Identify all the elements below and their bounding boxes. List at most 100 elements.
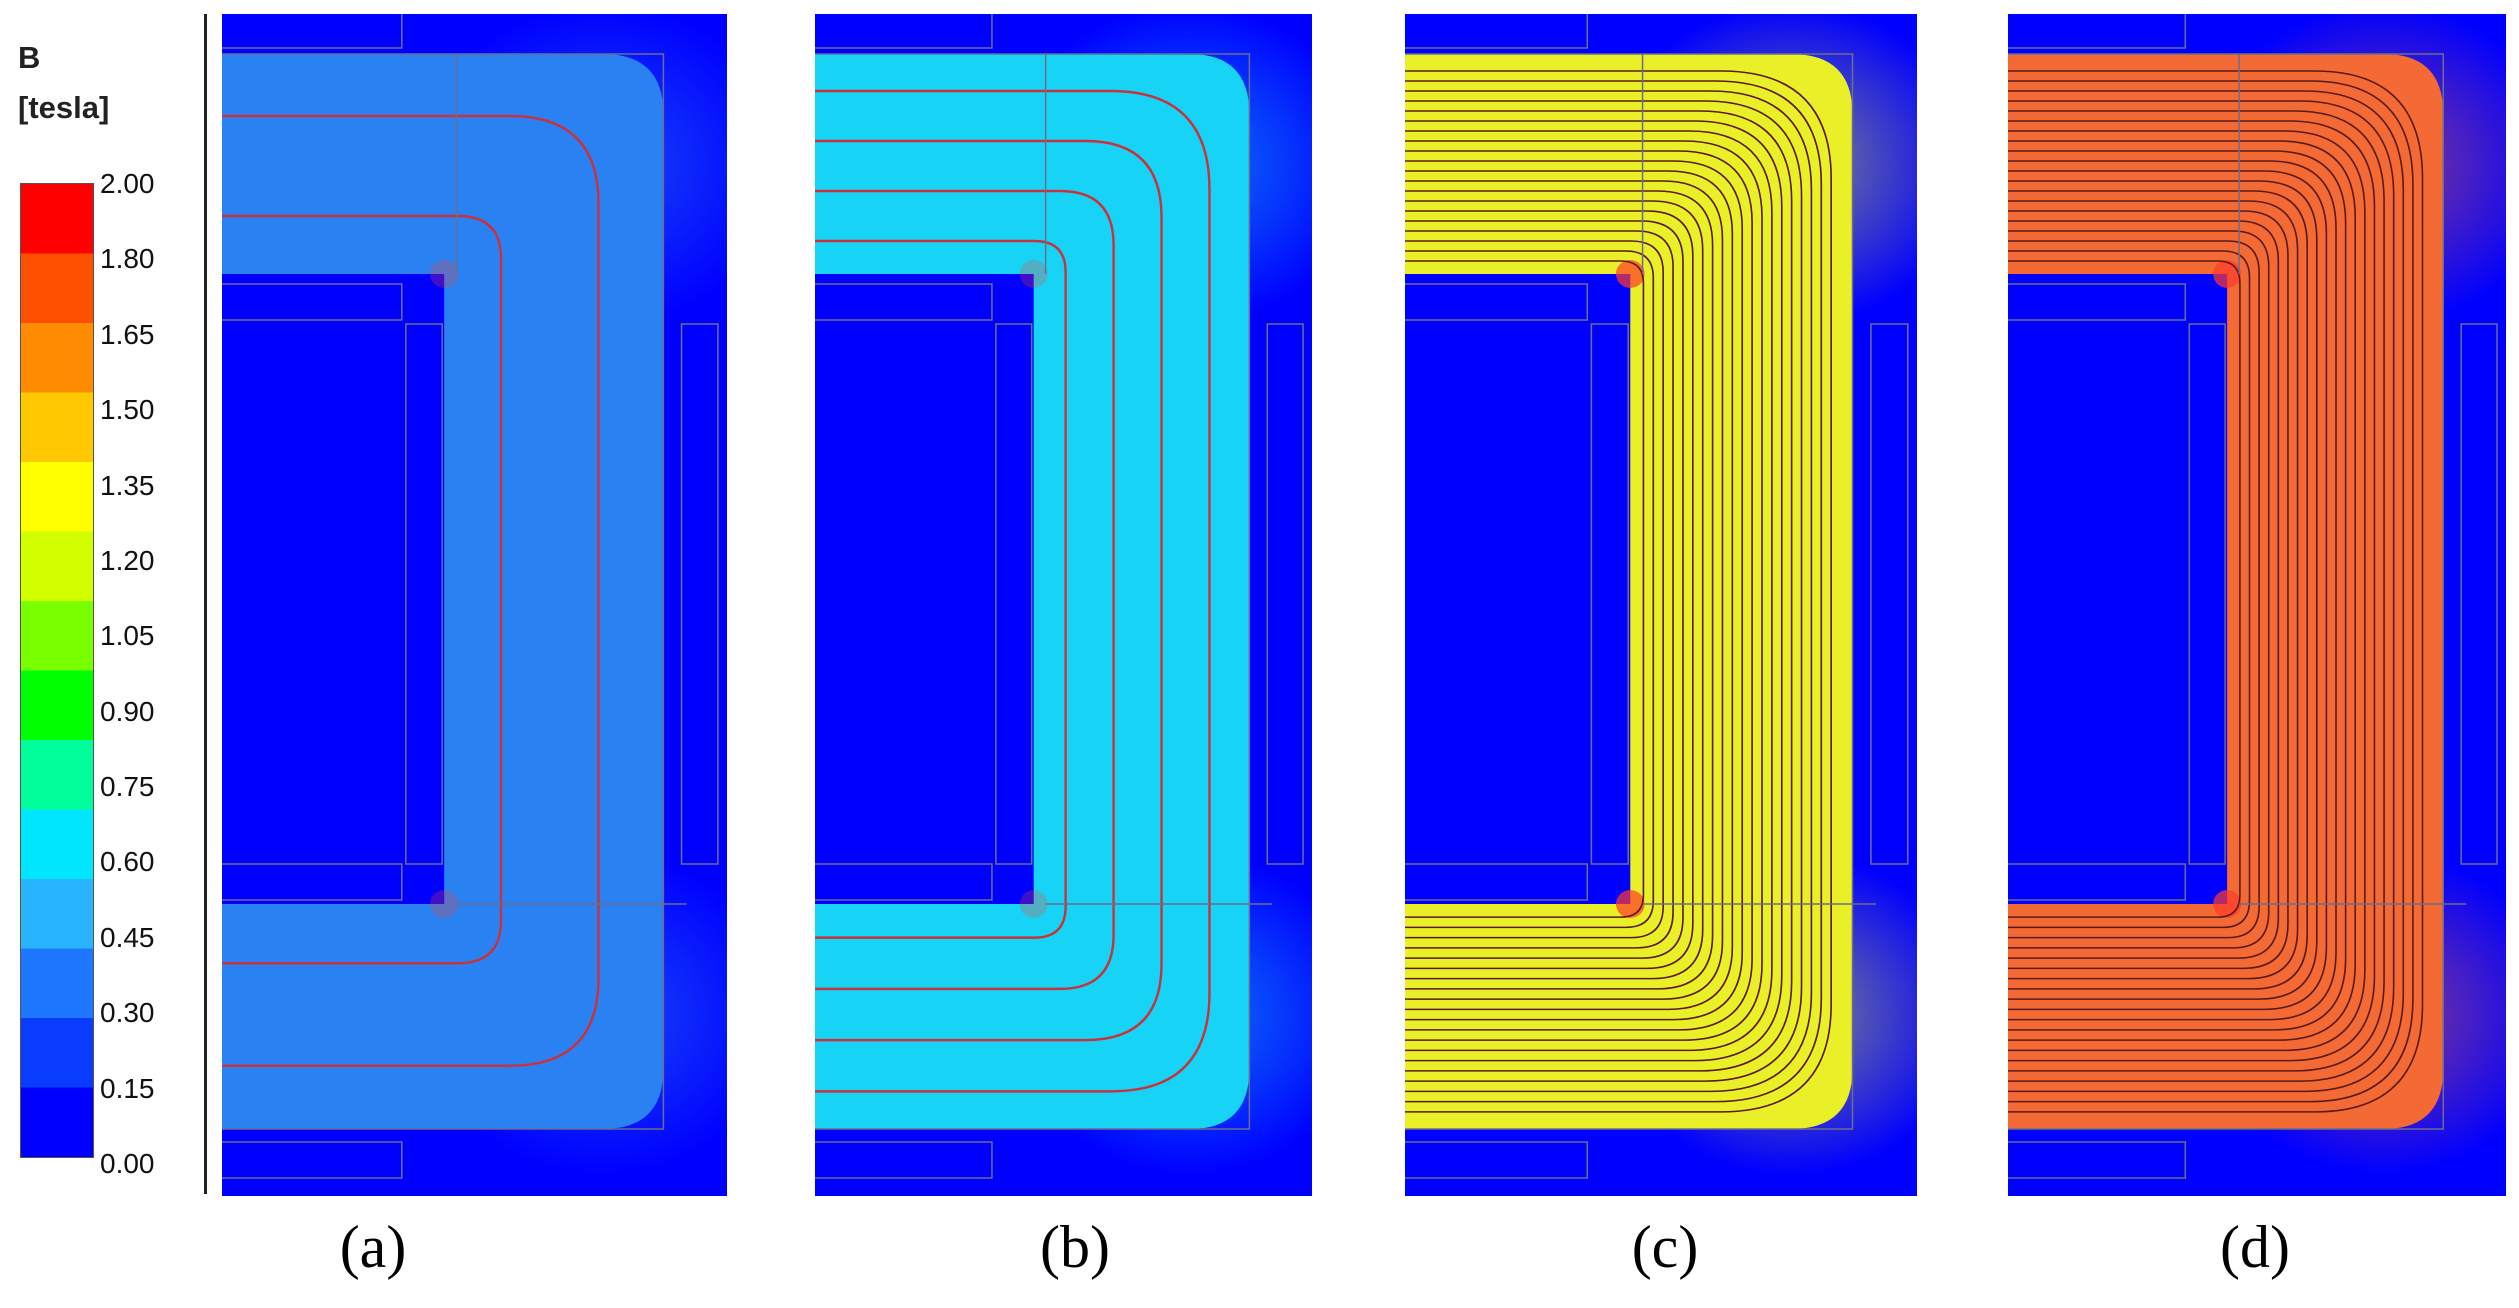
- colorbar-tick-label: 1.65: [100, 318, 155, 350]
- flux-line: [1405, 110, 1793, 1072]
- corner-hotspot: [430, 890, 459, 918]
- coil-outline: [815, 283, 993, 321]
- flux-line: [1405, 200, 1704, 980]
- flux-line: [1405, 160, 1744, 1021]
- field-plot-d: [2008, 14, 2506, 1196]
- colorbar-tick-label: 0.00: [100, 1148, 155, 1179]
- coil-outline: [1405, 14, 1589, 49]
- domain-outline: [2008, 53, 2444, 1130]
- flux-line: [2008, 200, 2299, 980]
- flux-line: [2008, 70, 2424, 1113]
- coil-outline: [680, 323, 719, 865]
- flux-line: [1405, 150, 1753, 1031]
- flux-line: [815, 139, 1163, 1042]
- coil-outline: [2008, 14, 2187, 49]
- flux-line: [1405, 260, 1645, 918]
- flux-line: [815, 189, 1115, 991]
- flux-line: [815, 239, 1067, 939]
- flux-line: [2008, 110, 2385, 1072]
- colorbar-tick-label: 0.75: [100, 771, 155, 803]
- flux-lines: [1405, 70, 1832, 1113]
- coil-outline: [1870, 323, 1909, 865]
- caption-a: (a): [339, 1214, 407, 1280]
- colorbar-tick-label: 1.05: [100, 620, 155, 652]
- coil-outline: [2188, 323, 2226, 865]
- flux-line: [1405, 120, 1783, 1062]
- colorbar-gradient: [20, 183, 94, 1158]
- flux-line: [2008, 90, 2405, 1093]
- domain-outline: [222, 53, 665, 1130]
- flux-line: [2008, 140, 2357, 1041]
- flux-line: [2008, 80, 2414, 1103]
- flux-line: [222, 214, 503, 965]
- coil-outline: [815, 1141, 993, 1179]
- coil-outline: [405, 323, 443, 865]
- colorbar-tick-label: 1.80: [100, 243, 155, 275]
- domain-outline: [815, 53, 1251, 1130]
- colorbar-tick-label: 0.90: [100, 695, 155, 727]
- coil-outline: [2008, 863, 2187, 901]
- corner-hotspot: [1615, 890, 1645, 918]
- coil-outline: [995, 323, 1033, 865]
- flux-line: [2008, 170, 2328, 1011]
- transformer-core: [2008, 54, 2444, 1129]
- flux-line: [1405, 210, 1694, 970]
- flux-line: [1405, 180, 1724, 1000]
- flux-lines: [2008, 70, 2424, 1113]
- colorbar-tick-label: 1.20: [100, 544, 155, 576]
- coil-outline: [815, 14, 993, 49]
- flux-line: [2008, 100, 2395, 1082]
- corner-hotspot: [1019, 260, 1048, 288]
- caption-b: (b): [1040, 1214, 1110, 1280]
- flux-line: [1405, 140, 1763, 1041]
- flux-line: [1405, 250, 1655, 929]
- flux-line: [2008, 120, 2376, 1062]
- flux-line: [1405, 80, 1823, 1103]
- flux-line: [2008, 230, 2270, 949]
- flux-line: [1405, 220, 1684, 959]
- flux-line: [1405, 90, 1813, 1093]
- field-svg: [815, 14, 1312, 1196]
- coil-outline: [2460, 323, 2498, 865]
- field-plot-c: [1405, 14, 1917, 1196]
- colorbar-tick-label: 0.45: [100, 921, 155, 953]
- transformer-core: [222, 54, 664, 1129]
- colorbar-legend: B [tesla] 2.00 1.80 1.65 1.50 1.35 1.20 1.05 0.…: [0, 0, 210, 1200]
- transformer-core: [1405, 54, 1853, 1129]
- domain-outline: [1405, 53, 1854, 1130]
- flux-line: [1405, 240, 1664, 939]
- geometry-outline: [815, 14, 1304, 1179]
- flux-line: [2008, 220, 2280, 959]
- coil-outline: [222, 14, 403, 49]
- corner-hotspot: [2213, 260, 2242, 288]
- flux-line: [2008, 130, 2366, 1052]
- colorbar-tick-label: 1.50: [100, 394, 155, 426]
- caption-c: (c): [1631, 1214, 1699, 1280]
- flux-line: [2008, 240, 2260, 939]
- coil-outline: [1266, 323, 1304, 865]
- flux-line: [2008, 180, 2318, 1000]
- corner-hotspot: [1019, 890, 1048, 918]
- flux-lines: [222, 114, 600, 1067]
- flux-line: [1405, 170, 1734, 1011]
- field-svg: [222, 14, 727, 1196]
- coil-outline: [222, 283, 403, 321]
- flux-line: [1405, 130, 1773, 1052]
- coil-outline: [1405, 1141, 1589, 1179]
- coil-outline: [222, 863, 403, 901]
- flux-line: [2008, 260, 2241, 918]
- field-svg: [1405, 14, 1917, 1196]
- legend-divider: [204, 14, 207, 1194]
- colorbar-tick-label: 0.30: [100, 997, 155, 1029]
- flux-lines: [815, 89, 1211, 1093]
- coil-outline: [2008, 1141, 2187, 1179]
- coil-outline: [1590, 323, 1629, 865]
- coil-outline: [2008, 283, 2187, 321]
- coil-outline: [222, 1141, 403, 1179]
- geometry-outline: [2008, 14, 2498, 1179]
- corner-hotspot: [1615, 260, 1645, 288]
- coil-outline: [815, 863, 993, 901]
- flux-line: [1405, 70, 1832, 1113]
- corner-hotspot: [2213, 890, 2242, 918]
- flux-line: [1405, 230, 1674, 949]
